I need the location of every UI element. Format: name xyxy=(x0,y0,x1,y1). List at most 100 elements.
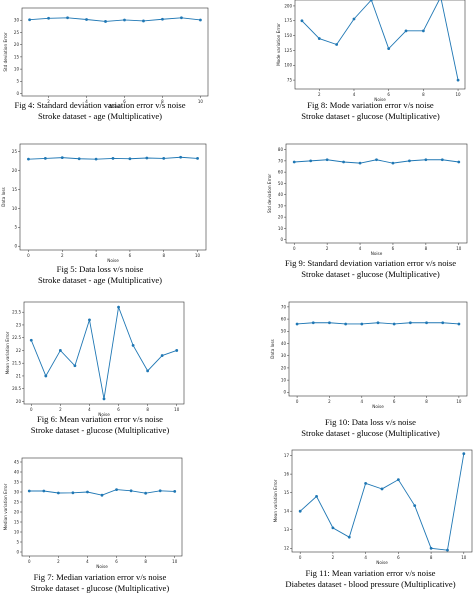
x-axis-label: Noise xyxy=(371,251,383,256)
y-tick-label: 40 xyxy=(14,469,20,474)
y-tick-label: 0 xyxy=(283,390,286,395)
y-tick-label: 200 xyxy=(284,3,292,8)
figure-8-caption-title: Fig 8: Mode variation error v/s noise xyxy=(307,100,434,110)
plot-frame xyxy=(21,7,209,97)
data-point xyxy=(328,321,331,325)
data-point xyxy=(94,157,98,161)
data-point xyxy=(298,509,302,513)
figure-9: 0 2 4 6 8 10 0 10 20 30 40 50 60 70 80 Noise Std deviati… xyxy=(237,138,474,288)
y-axis-label: Std deviation Error xyxy=(3,32,8,72)
x-tick-label: 8 xyxy=(161,99,164,104)
data-point xyxy=(71,491,75,495)
data-point xyxy=(115,488,118,491)
series-line xyxy=(30,305,177,399)
data-point xyxy=(60,156,64,160)
y-tick-label: 20 xyxy=(281,365,287,370)
plot-frame xyxy=(23,301,185,405)
figure-7-chart: 0 2 4 6 8 10 0 5 10 15 20 25 30 35 40 45 Noise Median var… xyxy=(3,457,183,569)
y-tick-label: 5 xyxy=(16,79,19,84)
data-point xyxy=(117,305,120,309)
figure-5-caption-subtitle: Stroke dataset - age (Multiplicative) xyxy=(37,275,163,285)
x-tick-label: 6 xyxy=(117,407,120,412)
data-point xyxy=(344,322,348,326)
y-tick-label: 40 xyxy=(281,341,287,346)
x-tick-label: 0 xyxy=(296,399,299,404)
y-tick-label: 80 xyxy=(278,147,284,152)
data-point xyxy=(145,156,149,160)
figure-6-caption-subtitle: Stroke dataset - glucose (Multiplicative… xyxy=(30,425,170,435)
figure-4-caption-title: Fig 4: Standard deviation variation erro… xyxy=(14,100,186,110)
data-point xyxy=(376,321,380,325)
series-group xyxy=(300,0,460,82)
data-point xyxy=(58,349,62,352)
y-tick-label: 20 xyxy=(278,215,284,220)
y-axis-label: Mean variation Error xyxy=(5,331,10,374)
data-point xyxy=(292,160,296,164)
x-tick-label: 0 xyxy=(28,559,31,564)
y-tick-label: 10 xyxy=(278,226,284,231)
data-point xyxy=(457,322,461,326)
figure-8-caption-subtitle: Stroke dataset - glucose (Multiplicative… xyxy=(301,111,440,121)
data-point xyxy=(446,548,449,552)
x-tick-label: 10 xyxy=(172,559,178,564)
x-tick-label: 6 xyxy=(115,559,118,564)
figure-7-caption-title: Fig 7: Median variation error v/s noise xyxy=(33,572,167,582)
data-point xyxy=(462,452,466,456)
figure-10: 0 2 4 6 8 10 0 10 20 30 40 50 60 70 Noise Data loss Fig… xyxy=(237,296,474,446)
y-tick-label: 15 xyxy=(14,519,20,524)
plot-frame xyxy=(285,143,468,244)
x-axis-label: Noise xyxy=(374,97,386,102)
y-tick-label: 22 xyxy=(16,348,22,353)
y-axis-label: Std deviation Error xyxy=(267,174,272,214)
y-tick-label: 25 xyxy=(12,149,18,154)
x-tick-label: 10 xyxy=(195,253,201,258)
figure-6-caption-title: Fig 6: Mean variation error v/s noise xyxy=(36,414,163,424)
data-point xyxy=(413,504,417,508)
y-tick-label: 45 xyxy=(14,459,20,464)
figure-11-caption: Fig 11: Mean variation error v/s noise D… xyxy=(267,568,474,590)
x-tick-label: 6 xyxy=(393,399,396,404)
figure-11-chart: 0 2 4 6 8 10 12 13 14 15 16 17 Noise Mean variation E… xyxy=(273,449,473,565)
data-point xyxy=(162,156,166,160)
figure-4: 2 4 6 8 10 0 5 10 15 20 25 30 Noise Std deviation Err… xyxy=(0,0,235,135)
figure-11: 0 2 4 6 8 10 12 13 14 15 16 17 Noise Mean variation E… xyxy=(237,449,474,594)
y-tick-label: 20 xyxy=(14,509,20,514)
x-tick-label: 8 xyxy=(425,246,428,251)
x-tick-label: 2 xyxy=(61,253,64,258)
y-tick-label: 35 xyxy=(14,479,20,484)
y-tick-label: 17 xyxy=(284,453,290,458)
figure-11-caption-subtitle: Diabetes dataset - blood pressure (Multi… xyxy=(285,579,456,589)
y-tick-label: 30 xyxy=(278,203,284,208)
x-tick-label: 6 xyxy=(392,246,395,251)
x-tick-label: 2 xyxy=(59,407,62,412)
x-tick-label: 0 xyxy=(30,407,33,412)
x-tick-label: 4 xyxy=(86,559,89,564)
y-tick-label: 16 xyxy=(284,472,290,477)
x-tick-label: 2 xyxy=(57,559,60,564)
y-tick-label: 50 xyxy=(281,329,287,334)
y-tick-label: 23 xyxy=(16,322,22,327)
data-point xyxy=(404,29,408,33)
y-tick-label: 0 xyxy=(280,237,283,242)
figure-9-caption-title: Fig 9: Standard deviation variation erro… xyxy=(284,258,457,268)
x-tick-label: 4 xyxy=(85,99,88,104)
data-point xyxy=(358,161,362,165)
data-point xyxy=(131,343,135,347)
y-tick-label: 25 xyxy=(14,499,20,504)
x-tick-label: 8 xyxy=(430,555,433,560)
figure-4-caption-subtitle: Stroke dataset - age (Multiplicative) xyxy=(37,111,163,121)
x-tick-label: 2 xyxy=(326,246,329,251)
x-tick-label: 10 xyxy=(456,92,462,97)
y-tick-label: 10 xyxy=(12,206,18,211)
figure-7-caption-subtitle: Stroke dataset - glucose (Multiplicative… xyxy=(30,583,170,593)
data-point xyxy=(129,489,133,493)
y-tick-label: 20.5 xyxy=(12,386,21,391)
y-tick-label: 13 xyxy=(284,527,290,532)
data-point xyxy=(73,364,77,368)
data-point xyxy=(173,490,177,493)
y-tick-label: 30 xyxy=(281,353,287,358)
y-tick-label: 21 xyxy=(16,373,22,378)
y-tick-label: 23.5 xyxy=(12,310,21,315)
data-point xyxy=(380,487,384,491)
x-tick-label: 8 xyxy=(162,253,165,258)
